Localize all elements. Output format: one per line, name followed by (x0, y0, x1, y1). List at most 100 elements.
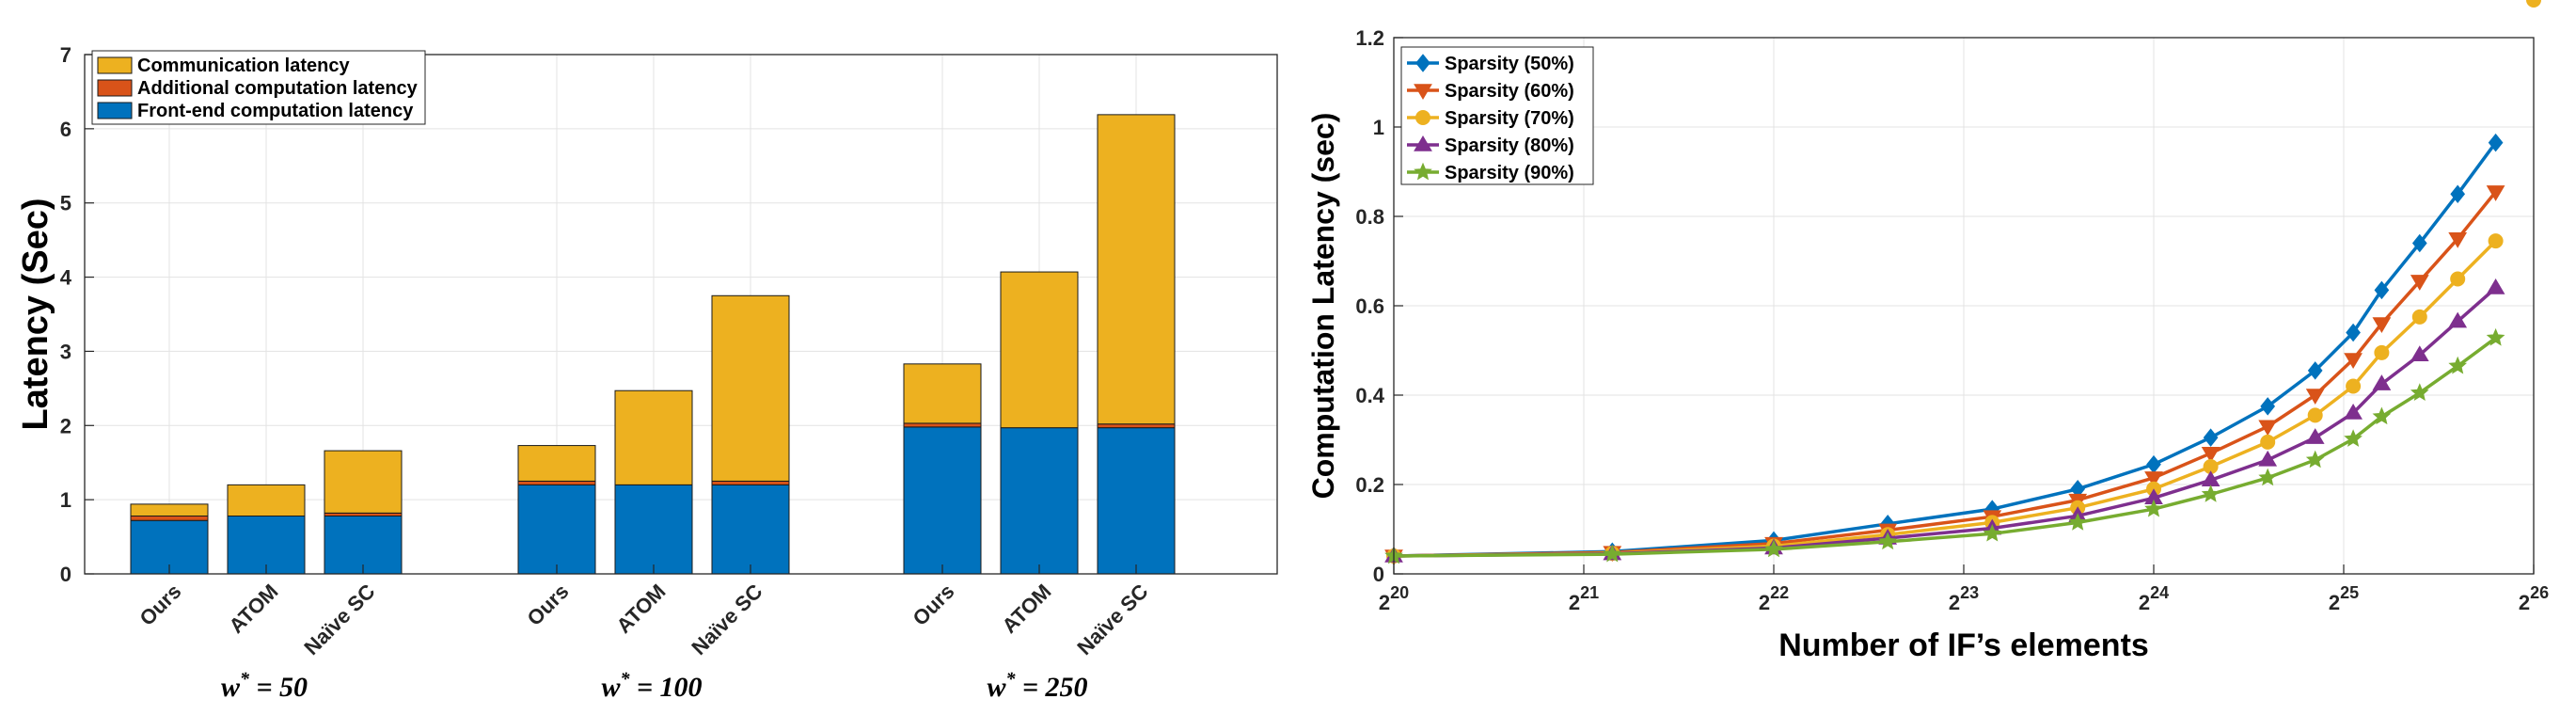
bar-communication-latency-0 (130, 503, 209, 516)
bar-front-end-computation-latency-2 (324, 515, 403, 575)
y-tick-label: 1 (1373, 116, 1384, 139)
bar-front-end-computation-latency-3 (517, 484, 596, 575)
marker-triangle-down (1414, 84, 1432, 100)
marker-triangle-down (2144, 471, 2163, 487)
legend-label: Front-end computation latency (137, 101, 414, 121)
marker-star (1603, 544, 1622, 563)
legend-label: Communication latency (137, 56, 350, 76)
series-line (1393, 190, 2497, 558)
marker-triangle-up (2448, 311, 2468, 328)
marker-triangle-down (2410, 275, 2429, 291)
y-axis-label: Latency (Sec) (16, 198, 55, 430)
marker-star (1878, 532, 1898, 550)
plot-frame (84, 54, 1278, 575)
legend-swatch (97, 79, 133, 97)
bar-communication-latency-8 (1097, 114, 1176, 425)
marker-triangle-up (2258, 450, 2278, 467)
marker-triangle-up (2372, 374, 2392, 390)
series-sparsity-60- (1384, 185, 2505, 565)
marker-circle (2411, 309, 2427, 325)
bar-front-end-computation-latency-7 (1000, 427, 1079, 575)
bar-communication-latency-3 (517, 445, 596, 482)
marker-triangle-down (2258, 420, 2278, 437)
y-tick-label: 7 (60, 43, 71, 67)
bar-front-end-computation-latency-5 (711, 484, 790, 575)
x-axis-label: Number of IF’s elements (1778, 628, 2149, 663)
y-tick-label: 0 (1373, 563, 1384, 586)
series-sparsity-50- (1386, 133, 2504, 565)
marker-diamond (2374, 280, 2390, 300)
marker-star (2201, 485, 2220, 502)
legend-swatch (97, 56, 133, 74)
legend-swatch (97, 102, 133, 119)
marker-triangle-down (2372, 317, 2392, 333)
marker-circle (2346, 378, 2362, 394)
legend-label: Sparsity (80%) (1445, 135, 1574, 156)
marker-star (2344, 429, 2363, 447)
x-tick-label: 223 (1949, 583, 1979, 614)
bar-front-end-computation-latency-4 (614, 484, 693, 575)
x-tick-label: 221 (1569, 583, 1599, 614)
marker-triangle-down (2201, 446, 2220, 463)
marker-star (2305, 450, 2325, 469)
marker-diamond (2307, 361, 2323, 380)
y-tick-label: 4 (60, 266, 72, 290)
marker-diamond (1415, 54, 1430, 72)
marker-star (2486, 327, 2505, 346)
series-line (1393, 239, 2497, 558)
legend-label: Sparsity (90%) (1445, 163, 1574, 183)
legend-label: Sparsity (60%) (1445, 81, 1574, 102)
series-line (1393, 141, 2498, 558)
marker-star (2448, 356, 2468, 374)
marker-diamond (2450, 184, 2466, 204)
marker-triangle-up (1414, 135, 1432, 151)
x-tick-label: 224 (2139, 583, 2169, 614)
marker-star (1414, 162, 1432, 181)
marker-circle (2374, 344, 2390, 360)
group-label: w* = 250 (987, 669, 1087, 703)
marker-diamond (2203, 428, 2219, 447)
marker-star (2144, 499, 2163, 517)
marker-circle (2488, 233, 2504, 249)
marker-triangle-up (2486, 278, 2505, 294)
x-tick-label: 226 (2519, 583, 2549, 614)
y-tick-label: 5 (60, 192, 71, 215)
y-tick-label: 0.4 (1355, 384, 1384, 407)
marker-star (2258, 468, 2278, 486)
bar-communication-latency-6 (903, 363, 982, 424)
y-tick-label: 1 (60, 488, 71, 512)
marker-triangle-up (2410, 345, 2429, 362)
group-label: w* = 50 (221, 669, 308, 703)
marker-diamond (2411, 233, 2427, 253)
marker-star (2068, 513, 2088, 531)
y-tick-label: 0.2 (1355, 473, 1384, 497)
series-sparsity-90- (1384, 327, 2505, 564)
y-tick-label: 2 (60, 414, 71, 437)
y-tick-label: 1.2 (1355, 26, 1384, 50)
y-tick-label: 0.6 (1355, 294, 1384, 318)
marker-triangle-down (2448, 231, 2468, 248)
bar-communication-latency-2 (324, 450, 403, 514)
marker-circle (2526, 0, 2541, 8)
y-tick-label: 3 (60, 340, 71, 363)
marker-triangle-up (2344, 404, 2363, 420)
legend: Sparsity (50%) Sparsity (60%) Sparsity (70… (1400, 46, 1594, 185)
bar-communication-latency-5 (711, 294, 790, 482)
marker-circle (2450, 271, 2466, 287)
legend-label: Sparsity (50%) (1445, 54, 1574, 74)
bar-communication-latency-1 (227, 484, 306, 516)
group-label: w* = 100 (601, 669, 702, 703)
x-tick-label: 222 (1759, 583, 1789, 614)
marker-triangle-down (2344, 353, 2363, 369)
legend-box (91, 50, 426, 125)
marker-circle (2260, 434, 2276, 450)
marker-diamond (2260, 397, 2276, 416)
marker-circle (2307, 407, 2323, 423)
series-sparsity-80- (1384, 278, 2505, 563)
marker-star (1983, 524, 2002, 542)
legend-label: Sparsity (70%) (1445, 108, 1574, 129)
legend-box (1400, 46, 1594, 185)
y-tick-label: 0.8 (1355, 205, 1384, 229)
